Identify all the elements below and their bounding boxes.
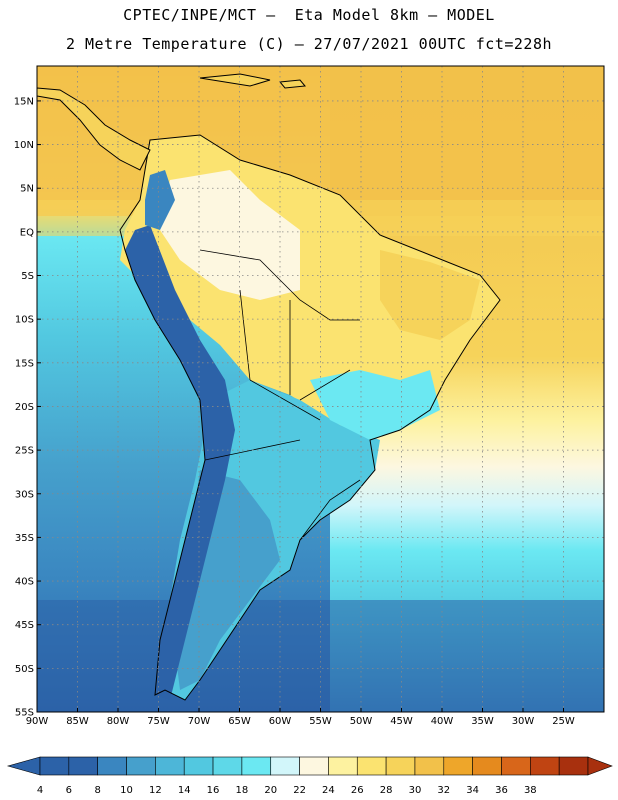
northeast-warm-region bbox=[380, 250, 480, 340]
colorbar-tick-label: 12 bbox=[149, 785, 162, 796]
lon-label: 30W bbox=[512, 716, 535, 727]
andes-north-cold bbox=[145, 170, 175, 230]
lon-label: 25W bbox=[552, 716, 575, 727]
colorbar-tick-label: 22 bbox=[293, 785, 306, 796]
lat-label: 10N bbox=[14, 140, 34, 151]
colorbar-tick-label: 16 bbox=[207, 785, 220, 796]
colorbar-tick-label: 20 bbox=[264, 785, 277, 796]
central-america bbox=[37, 87, 151, 171]
chart-title-line2: 2 Metre Temperature (C) – 27/07/2021 00U… bbox=[65, 35, 553, 53]
lat-label: EQ bbox=[20, 227, 34, 238]
lat-label: 15N bbox=[14, 96, 34, 107]
lon-label: 90W bbox=[26, 716, 49, 727]
chart-title-line1: CPTEC/INPE/MCT – Eta Model 8km – MODEL bbox=[123, 6, 495, 24]
lat-label: 5N bbox=[20, 184, 34, 195]
lon-label: 70W bbox=[188, 716, 211, 727]
colorbar-tick-label: 36 bbox=[495, 785, 508, 796]
lon-label: 65W bbox=[228, 716, 251, 727]
colorbar-tick-label: 4 bbox=[37, 785, 43, 796]
colorbar-segment bbox=[97, 756, 127, 776]
lon-label: 75W bbox=[147, 716, 170, 727]
map-field bbox=[37, 66, 604, 712]
colorbar-segment bbox=[385, 756, 416, 776]
colorbar-segment bbox=[443, 756, 473, 776]
colorbar-segment bbox=[270, 756, 300, 776]
colorbar-tick-label: 6 bbox=[66, 785, 72, 796]
colorbar-tick-label: 28 bbox=[380, 785, 393, 796]
colorbar-segment bbox=[155, 756, 185, 776]
colorbar-low-arrow bbox=[6, 756, 41, 776]
lat-label: 55S bbox=[15, 708, 34, 719]
amazon-cream-region bbox=[160, 170, 300, 300]
lat-label: 45S bbox=[15, 620, 34, 631]
colorbar-segment bbox=[299, 756, 329, 776]
country-borders bbox=[199, 249, 361, 541]
lat-label: 40S bbox=[15, 577, 34, 588]
colorbar-tick-label: 14 bbox=[178, 785, 191, 796]
lon-label: 50W bbox=[350, 716, 373, 727]
colorbar-tick-label: 30 bbox=[409, 785, 422, 796]
lat-label: 20S bbox=[15, 402, 34, 413]
colorbar-tick-label: 10 bbox=[120, 785, 133, 796]
colorbar-tick-label: 32 bbox=[437, 785, 450, 796]
lon-label: 45W bbox=[390, 716, 413, 727]
lat-label: 50S bbox=[15, 664, 34, 675]
lon-label: 35W bbox=[471, 716, 494, 727]
lat-label: 25S bbox=[15, 446, 34, 457]
colorbar-segment bbox=[212, 756, 243, 776]
lon-label: 40W bbox=[431, 716, 454, 727]
colorbar-segment bbox=[530, 756, 560, 776]
colorbar-segment bbox=[414, 756, 445, 776]
lat-label: 15S bbox=[15, 358, 34, 369]
colorbar-segment bbox=[558, 756, 589, 776]
lon-label: 55W bbox=[309, 716, 332, 727]
colorbar-segment bbox=[501, 756, 531, 776]
longitude-labels: 90W 85W 80W 75W 70W 65W 60W 55W 50W 45W 40W 35W 30W 2… bbox=[26, 708, 575, 727]
colorbar-segment bbox=[356, 756, 387, 776]
colorbar-segment bbox=[68, 756, 98, 776]
colorbar: 4 6 8 10 12 14 16 18 20 22 24 26 28 30 32 34 36 38 bbox=[6, 756, 613, 796]
coastline bbox=[119, 134, 501, 701]
colorbar-tick-label: 26 bbox=[351, 785, 364, 796]
lon-label: 85W bbox=[66, 716, 89, 727]
colorbar-tick-label: 24 bbox=[322, 785, 335, 796]
colorbar-tick-label: 38 bbox=[524, 785, 537, 796]
lat-label: 35S bbox=[15, 533, 34, 544]
colorbar-segment bbox=[126, 756, 156, 776]
colorbar-tick-label: 8 bbox=[94, 785, 100, 796]
lon-label: 80W bbox=[107, 716, 130, 727]
colorbar-high-arrow bbox=[587, 756, 613, 776]
southeast-cool-region bbox=[310, 370, 440, 440]
latitude-labels: 15N 10N 5N EQ 5S 10S 15S 20S 25S 30S 35S 40S 45S 50S 5… bbox=[14, 96, 41, 719]
caribbean-islands bbox=[199, 73, 306, 89]
lon-label: 60W bbox=[269, 716, 292, 727]
colorbar-segment bbox=[183, 756, 214, 776]
colorbar-tick-label: 34 bbox=[466, 785, 479, 796]
colorbar-segment bbox=[241, 756, 272, 776]
colorbar-segment bbox=[39, 756, 70, 776]
lat-label: 5S bbox=[21, 271, 34, 282]
lat-label: 10S bbox=[15, 315, 34, 326]
andes-cold-spine bbox=[125, 225, 235, 700]
colorbar-tick-label: 18 bbox=[236, 785, 249, 796]
colorbar-segment bbox=[472, 756, 502, 776]
colorbar-segment bbox=[328, 756, 358, 776]
lat-label: 30S bbox=[15, 489, 34, 500]
